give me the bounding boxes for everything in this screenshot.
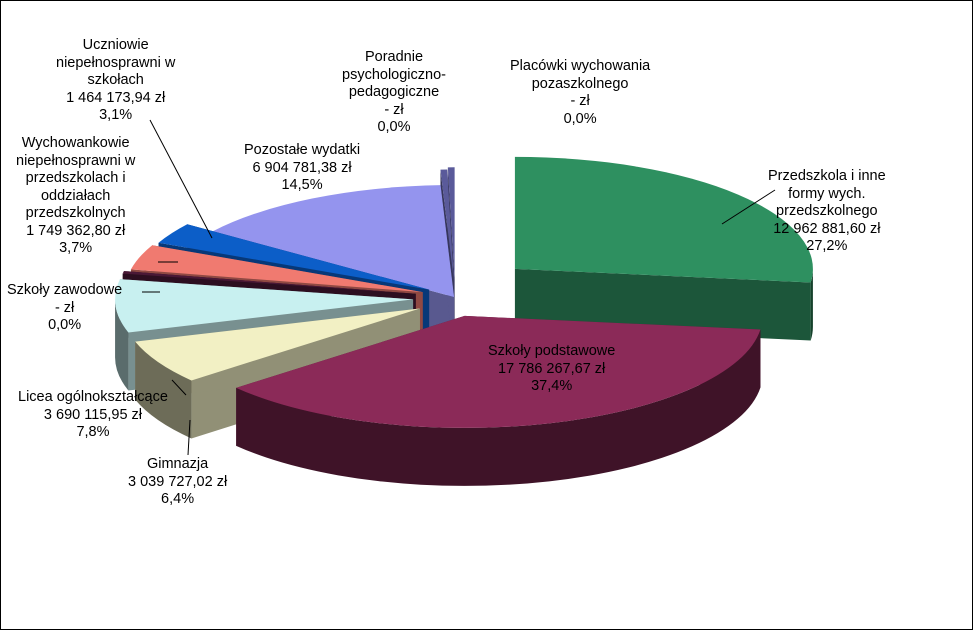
slice-top-podstawowe (236, 315, 761, 428)
slice-side-przedszkola (810, 268, 813, 341)
slice-top-wych_niepelnosprawni (130, 245, 423, 293)
label-uczn-amount: 1 464 173,94 zł (66, 89, 166, 106)
label-zawodowe-percent: 0,0% (48, 317, 82, 333)
leader-line-przedszkola (721, 189, 776, 225)
label-poradnie-name-3: pedagogiczne (348, 84, 440, 100)
label-wych-name-5: przedszkolnych (25, 205, 126, 221)
label-pozostale-amount: 6 904 781,38 zł (252, 159, 352, 176)
label-pozostale-percent: 14,5% (281, 177, 323, 193)
slice-top-licea (115, 279, 414, 333)
slice-side-podstawowe (236, 329, 761, 486)
label-licea: Licea ogólnokształcące 3 690 115,95 zł 7… (18, 389, 168, 442)
label-wych-name-3: przedszkolach i (25, 170, 126, 186)
label-placowki-name-1: Placówki wychowania (510, 58, 651, 74)
label-poradnie-amount: - zł (384, 101, 404, 118)
label-uczn-name-3: szkołach (87, 72, 144, 88)
slice-top-poradnie (440, 169, 454, 282)
label-wych-name-1: Wychowankowie (21, 135, 130, 151)
label-pozostale-name: Pozostałe wydatki (244, 142, 361, 158)
slice-top-pozostale (212, 185, 455, 298)
label-wych-name-4: oddziałach (40, 187, 111, 204)
label-gimnazja: Gimnazja 3 039 727,02 zł 6,4% (128, 456, 227, 509)
label-uczn-percent: 3,1% (99, 107, 133, 123)
label-podstawowe-name: Szkoły podstawowe (488, 343, 616, 359)
label-zawodowe-amount: - zł (54, 299, 75, 316)
slice-wall-gimnazja-1 (135, 308, 420, 400)
label-licea-amount: 3 690 115,95 zł (43, 406, 143, 423)
leader-line-licea (171, 379, 187, 396)
label-licea-name: Licea ogólnokształcące (18, 389, 168, 405)
label-przedszkola-percent: 27,2% (806, 238, 848, 254)
label-zawodowe: Szkoły zawodowe - zł 0,0% (7, 282, 122, 335)
label-pozostale: Pozostałe wydatki 6 904 781,38 zł 14,5% (244, 142, 360, 195)
label-uczniowie: Uczniowie niepełnosprawni w szkołach 1 4… (56, 37, 175, 125)
label-poradnie-name-1: Poradnie (364, 49, 424, 65)
label-gimnazja-percent: 6,4% (161, 491, 195, 507)
label-podstawowe: Szkoły podstawowe 17 786 267,67 zł 37,4% (488, 343, 615, 396)
pie-slice-podstawowe (236, 315, 761, 486)
label-poradnie-percent: 0,0% (377, 119, 411, 135)
leader-line-uczn_niepelnosprawni (149, 119, 213, 239)
label-gimnazja-name: Gimnazja (146, 456, 209, 472)
leader-line-gimnazja (187, 419, 191, 456)
label-gimnazja-amount: 3 039 727,02 zł (128, 473, 228, 490)
label-przedszkola-name-3: przedszkolnego (776, 203, 878, 219)
label-podstawowe-amount: 17 786 267,67 zł (498, 360, 606, 377)
label-przedszkola-name-2: formy wych. (788, 185, 866, 202)
slice-top-przedszkola (514, 156, 813, 283)
label-przedszkola-amount: 12 962 881,60 zł (773, 220, 881, 237)
slice-top-gimnazja (135, 308, 420, 381)
label-zawodowe-name: Szkoły zawodowe (7, 282, 123, 298)
label-placowki: Placówki wychowania pozaszkolnego - zł 0… (510, 58, 650, 128)
slice-top-uczn_niepelnosprawni (158, 224, 430, 290)
label-uczn-name-2: niepełnosprawni w (56, 54, 176, 71)
label-wych-name-2: niepełnosprawni w (16, 152, 136, 169)
label-wychowankowie: Wychowankowie niepełnosprawni w przedszk… (16, 135, 135, 258)
label-licea-percent: 7,8% (76, 424, 110, 440)
label-podstawowe-percent: 37,4% (531, 378, 573, 394)
label-uczn-name-1: Uczniowie (82, 37, 149, 53)
label-przedszkola-name-1: Przedszkola i inne (768, 168, 886, 184)
slice-top-placowki (447, 167, 455, 280)
label-placowki-amount: - zł (570, 93, 590, 109)
label-placowki-name-2: pozaszkolnego (531, 75, 629, 92)
label-poradnie-name-2: psychologiczno- (342, 66, 446, 83)
label-wych-percent: 3,7% (59, 240, 93, 256)
slice-side-licea (115, 299, 129, 391)
slice-side-gimnazja (135, 341, 192, 439)
label-placowki-percent: 0,0% (563, 110, 597, 127)
label-wych-amount: 1 749 362,80 zł (26, 222, 126, 239)
label-przedszkola: Przedszkola i inne formy wych. przedszko… (768, 168, 886, 256)
slice-top-zawodowe (122, 271, 416, 294)
label-poradnie: Poradnie psychologiczno- pedagogiczne - … (342, 49, 446, 137)
